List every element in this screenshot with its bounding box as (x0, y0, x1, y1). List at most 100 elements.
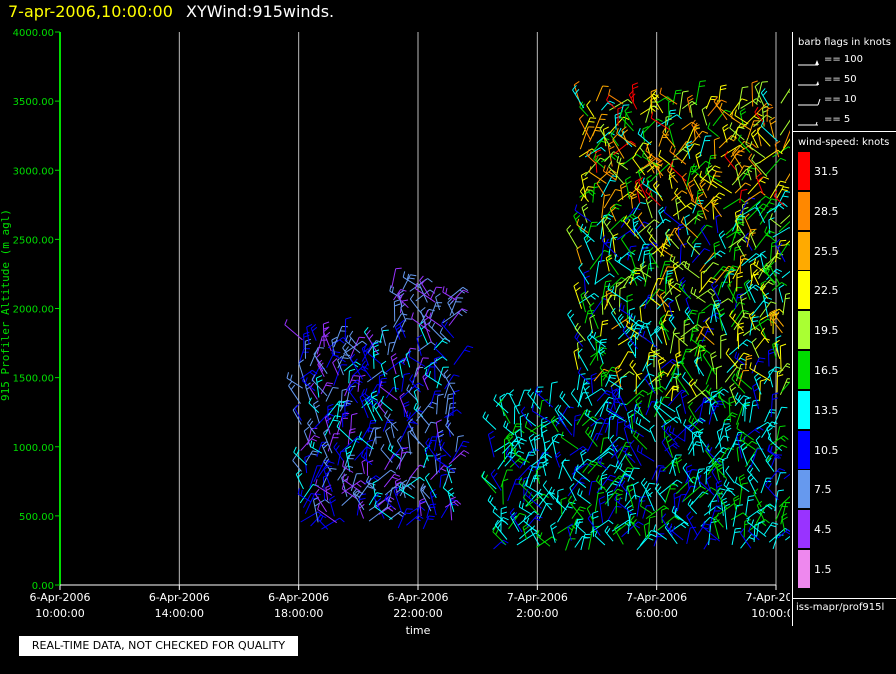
wind-barb (439, 473, 447, 488)
grid-lines (178, 32, 777, 585)
wind-barb (716, 298, 734, 307)
wind-barb (680, 143, 701, 164)
flag-legend-label: == 50 (824, 74, 857, 85)
wind-barb (560, 497, 567, 516)
wind-barb (595, 85, 609, 102)
wind-barb (393, 299, 401, 322)
wind-barb (333, 442, 344, 461)
wind-barb (531, 404, 552, 423)
wind-barb (601, 464, 616, 475)
wind-barb (582, 381, 593, 406)
wind-barb (584, 310, 595, 324)
wind-barb (679, 243, 688, 265)
wind-barb (755, 337, 771, 350)
wind-barb (446, 464, 453, 484)
wind-barb (668, 425, 685, 442)
wind-barb (645, 487, 655, 512)
wind-barb (492, 506, 509, 525)
wind-barb (734, 395, 750, 407)
wind-barb (615, 162, 626, 181)
x-tick-date: 7-Apr-2006 (626, 591, 687, 604)
wind-barb (779, 240, 790, 257)
wind-barb (730, 111, 751, 131)
wind-barb (672, 202, 697, 217)
wind-barb (698, 431, 711, 453)
wind-barb (530, 525, 540, 546)
y-tick-label: 2000.00 (13, 305, 54, 316)
wind-barb (302, 375, 316, 392)
wind-barb (406, 476, 425, 488)
wind-barb (745, 495, 755, 516)
wind-barb (736, 432, 743, 459)
wind-barb (667, 389, 688, 407)
wind-barb (747, 518, 770, 532)
wind-barb (696, 311, 706, 328)
wind-barb (658, 370, 665, 389)
wind-barb (659, 260, 672, 278)
wind-barb (645, 362, 654, 390)
wind-barb (728, 270, 735, 287)
wind-barb (632, 153, 646, 176)
wind-barb (449, 496, 456, 521)
wind-barb (731, 168, 753, 186)
wind-barb (606, 404, 628, 423)
barb-flag-icon (798, 121, 818, 126)
wind-barb (370, 390, 378, 412)
wind-barb (619, 467, 634, 481)
wind-barb (650, 343, 667, 362)
wind-barb (592, 113, 608, 137)
wind-barb (380, 443, 393, 463)
barb-flag-icon (798, 60, 819, 66)
wind-barb (361, 388, 375, 407)
wind-barb (623, 215, 640, 239)
wind-barb (542, 480, 555, 500)
wind-barb (658, 206, 665, 224)
wind-barb (701, 105, 708, 126)
wind-barb (746, 464, 759, 483)
wind-barb (627, 483, 635, 509)
wind-barb (669, 332, 680, 354)
wind-barb (658, 149, 671, 165)
wind-barb (658, 134, 669, 147)
wind-barb (607, 374, 624, 390)
wind-barb (603, 216, 617, 241)
wind-barb (636, 219, 660, 235)
wind-barb (599, 402, 612, 417)
wind-barb (751, 154, 768, 177)
wind-barb (385, 387, 400, 399)
wind-barb (699, 135, 712, 158)
wind-barb (712, 174, 732, 194)
wind-barb (758, 503, 775, 512)
wind-barb (592, 181, 601, 203)
wind-barb (733, 495, 740, 511)
wind-barb (409, 293, 425, 318)
wind-barb (408, 464, 426, 479)
wind-barb (644, 372, 656, 394)
wind-barb (739, 528, 752, 549)
wind-barb (730, 309, 749, 328)
wind-barb (298, 359, 307, 387)
wind-barb (681, 348, 693, 361)
x-tick-time: 14:00:00 (155, 607, 204, 620)
wind-barb (770, 392, 779, 418)
wind-barb (632, 202, 646, 215)
wind-barb (764, 479, 779, 501)
wind-barb (344, 316, 352, 342)
wind-barb (685, 464, 693, 490)
wind-barb (628, 90, 638, 110)
wind-barb (544, 440, 551, 467)
wind-barb (675, 404, 682, 424)
wind-barb (575, 464, 591, 483)
wind-barb (764, 266, 776, 283)
wind-barb (648, 234, 665, 257)
wind-barb (782, 292, 790, 316)
wind-barb (769, 261, 781, 285)
wind-barb (609, 98, 633, 111)
wind-barb (729, 310, 744, 331)
wind-barb (310, 324, 318, 341)
wind-barb (696, 288, 716, 299)
wind-barb (408, 350, 426, 367)
wind-barb (734, 182, 752, 194)
flag-legend-label: == 100 (824, 54, 864, 65)
wind-barb (284, 319, 303, 341)
